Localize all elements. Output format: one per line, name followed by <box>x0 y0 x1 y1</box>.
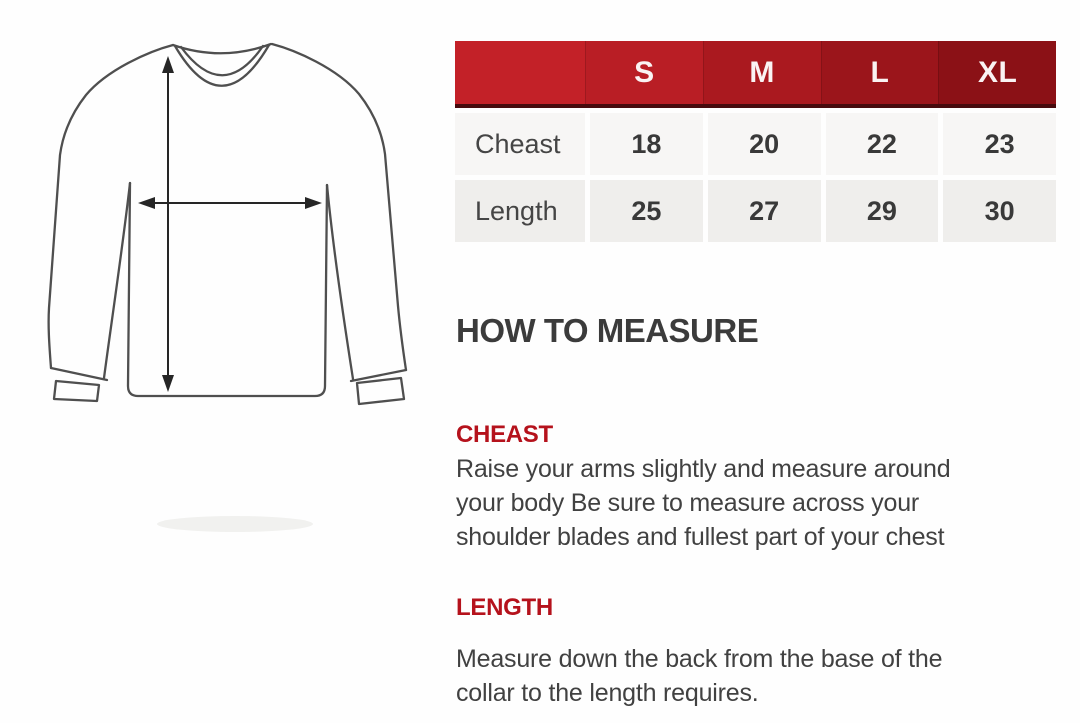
shirt-outline-left <box>47 43 175 370</box>
shirt-outline-right <box>270 42 408 372</box>
header-cell-size-s: S <box>585 41 703 104</box>
length-section-heading: LENGTH <box>456 594 553 621</box>
chest-value-s: 18 <box>590 113 703 175</box>
length-paragraph-line-1: Measure down the back from the base of t… <box>456 645 943 673</box>
chest-paragraph-line-3: shoulder blades and fullest part of your… <box>456 523 945 551</box>
body-and-hem <box>126 181 329 398</box>
info-column: S M L XL Cheast 18 20 22 23 Length 25 27… <box>455 0 1067 723</box>
long-sleeve-shirt-drawing <box>47 42 408 532</box>
header-cell-empty <box>455 41 585 104</box>
length-value-m: 27 <box>707 180 821 242</box>
shirt-measurement-diagram <box>0 0 455 723</box>
chest-section-paragraph: Raise your arms slightly and measure aro… <box>456 452 1066 554</box>
collar-band-inner-arc <box>179 44 265 77</box>
chest-arrow <box>138 197 322 209</box>
length-paragraph-line-2: collar to the length requires. <box>456 679 759 707</box>
size-table-header-row: S M L XL <box>455 41 1056 108</box>
chest-value-l: 22 <box>825 113 939 175</box>
length-value-l: 29 <box>825 180 939 242</box>
header-cell-size-l: L <box>820 41 939 104</box>
header-cell-size-xl: XL <box>938 41 1056 104</box>
right-inner-sleeve <box>325 183 355 381</box>
left-sleeve-seam <box>49 366 109 382</box>
collar-band-outer-arc <box>173 43 271 87</box>
chest-value-xl: 23 <box>943 113 1056 175</box>
chest-paragraph-line-2: your body Be sure to measure across your <box>456 489 920 517</box>
size-table: S M L XL Cheast 18 20 22 23 Length 25 27… <box>455 41 1056 242</box>
table-row-chest: Cheast 18 20 22 23 <box>455 113 1056 175</box>
header-cell-size-m: M <box>702 41 821 104</box>
length-value-s: 25 <box>590 180 703 242</box>
left-inner-sleeve <box>102 181 132 380</box>
length-arrow <box>162 56 174 392</box>
right-cuff <box>355 376 406 406</box>
row-label-length: Length <box>455 180 585 242</box>
chest-section-heading: CHEAST <box>456 421 553 448</box>
chest-paragraph-line-1: Raise your arms slightly and measure aro… <box>456 455 951 483</box>
chest-value-m: 20 <box>707 113 821 175</box>
collar-back-arc <box>171 42 273 55</box>
row-label-chest: Cheast <box>455 113 585 175</box>
how-to-measure-title: HOW TO MEASURE <box>456 312 759 349</box>
left-cuff <box>52 379 101 403</box>
shadow-smudge <box>157 516 313 532</box>
length-section-paragraph: Measure down the back from the base of t… <box>456 642 1066 710</box>
right-sleeve-seam <box>349 368 408 383</box>
table-row-length: Length 25 27 29 30 <box>455 180 1056 242</box>
length-value-xl: 30 <box>943 180 1056 242</box>
